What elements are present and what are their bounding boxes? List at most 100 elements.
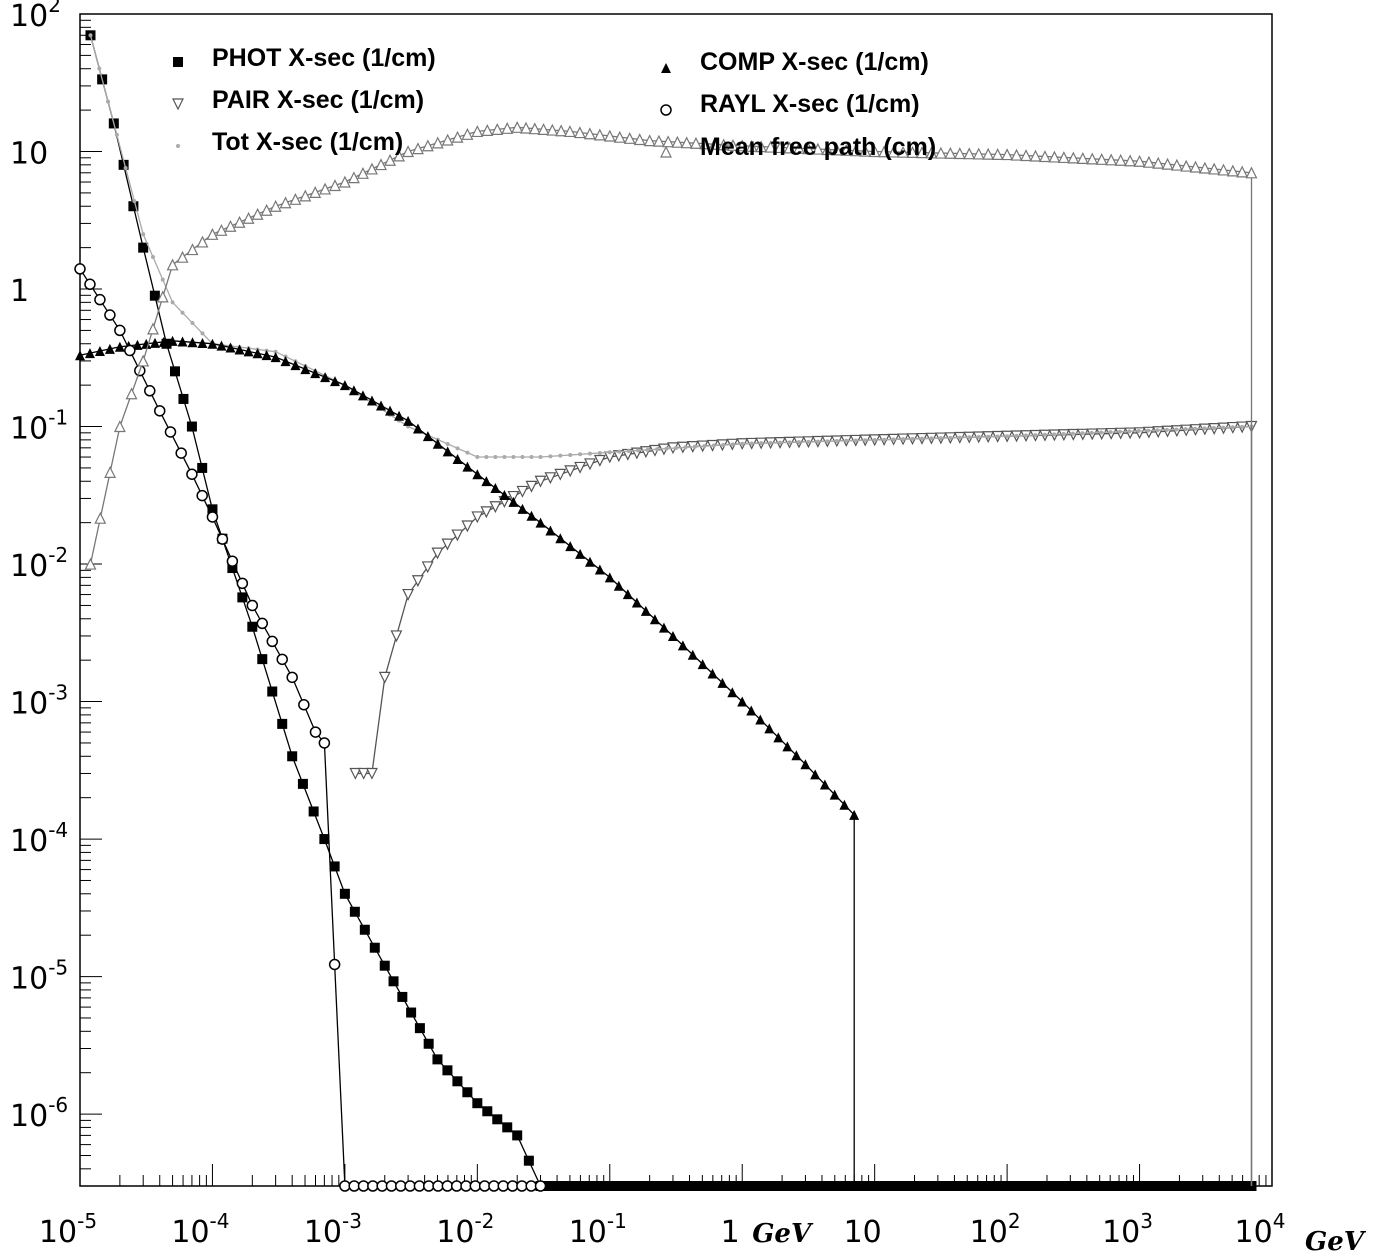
data-point — [319, 182, 332, 195]
data-point — [658, 622, 669, 633]
data-point — [971, 1181, 982, 1191]
data-point — [97, 66, 102, 71]
data-point — [584, 458, 596, 471]
data-point — [546, 123, 559, 136]
data-point — [1208, 1181, 1219, 1191]
data-point — [1037, 1181, 1048, 1191]
data-point — [1237, 1181, 1248, 1191]
legend-label: PHOT X-sec (1/cm) — [212, 44, 436, 72]
data-point — [376, 1180, 388, 1192]
data-point — [300, 364, 311, 375]
data-point — [329, 179, 341, 192]
data-point — [196, 235, 209, 248]
data-point — [289, 192, 302, 205]
data-point — [819, 779, 830, 790]
data-point — [857, 1181, 868, 1191]
data-point — [348, 385, 359, 396]
legend-label: PAIR X-sec (1/cm) — [212, 86, 424, 114]
data-point — [574, 461, 587, 474]
data-point — [1108, 430, 1113, 435]
data-point — [451, 130, 464, 143]
data-point — [299, 189, 312, 202]
data-point — [246, 599, 259, 612]
x-tick-label: 10-3 — [304, 1209, 362, 1250]
data-point — [755, 140, 768, 153]
data-point — [267, 686, 278, 697]
data-point — [1123, 1181, 1134, 1191]
data-point — [441, 538, 454, 551]
data-point — [1180, 159, 1193, 172]
data-point — [502, 455, 507, 460]
data-point — [749, 441, 754, 446]
legend-marker — [660, 104, 672, 116]
data-point — [482, 1106, 493, 1117]
data-point — [243, 346, 254, 357]
data-point — [601, 1181, 612, 1191]
data-point — [655, 447, 660, 452]
data-point — [919, 436, 924, 441]
data-point — [537, 123, 550, 135]
data-point — [791, 1181, 802, 1191]
data-point — [413, 1180, 426, 1192]
data-point — [279, 196, 292, 209]
data-point — [164, 426, 177, 438]
data-point — [187, 337, 198, 348]
data-point — [1042, 432, 1047, 437]
series-filled-triangle — [75, 335, 860, 1186]
data-point — [848, 1181, 859, 1191]
data-point — [149, 290, 160, 301]
data-point — [394, 410, 405, 421]
data-point — [421, 561, 434, 574]
data-point — [320, 372, 331, 383]
data-point — [512, 1130, 523, 1141]
data-point — [1199, 1181, 1210, 1191]
data-point — [810, 769, 821, 780]
data-point — [367, 1180, 379, 1192]
data-point — [1193, 426, 1198, 431]
data-point — [791, 750, 802, 761]
data-point — [631, 597, 642, 608]
data-point — [441, 1180, 454, 1192]
data-point — [763, 1181, 774, 1191]
data-point — [452, 1076, 463, 1087]
data-point — [516, 1180, 528, 1192]
data-point — [995, 434, 1000, 439]
data-point — [225, 342, 236, 353]
data-point — [481, 476, 492, 487]
data-point — [1133, 154, 1146, 167]
y-axis-tick-labels: 102 10 1 10-1 10-2 10-3 10-4 10-5 10-6 — [10, 0, 68, 1134]
data-point — [206, 227, 219, 240]
data-point — [886, 1181, 897, 1191]
data-point — [639, 1181, 650, 1191]
data-point — [1170, 1181, 1181, 1191]
data-point — [1161, 1181, 1172, 1191]
data-point — [887, 145, 900, 158]
data-point — [471, 511, 484, 524]
data-point — [730, 442, 735, 447]
data-point — [1189, 1181, 1200, 1191]
data-point — [1028, 1181, 1039, 1191]
data-point — [1152, 156, 1165, 169]
data-point — [1136, 429, 1141, 434]
data-point — [128, 201, 139, 212]
data-point — [124, 344, 136, 357]
data-point — [1164, 427, 1169, 432]
data-point — [753, 1181, 764, 1191]
data-point — [853, 438, 858, 443]
data-point — [563, 1181, 574, 1191]
data-point — [94, 511, 107, 524]
data-point — [491, 123, 504, 135]
x-unit-label: GeV — [1305, 1227, 1367, 1254]
data-point — [319, 834, 330, 845]
data-point — [1124, 154, 1137, 167]
data-point — [290, 360, 301, 371]
data-point — [520, 455, 525, 460]
data-point — [800, 759, 811, 770]
data-point — [167, 335, 178, 346]
data-point — [138, 242, 149, 253]
data-point — [280, 356, 291, 367]
data-point — [876, 1181, 887, 1191]
data-point — [1174, 427, 1179, 432]
data-point — [759, 441, 764, 446]
data-point — [545, 525, 556, 536]
